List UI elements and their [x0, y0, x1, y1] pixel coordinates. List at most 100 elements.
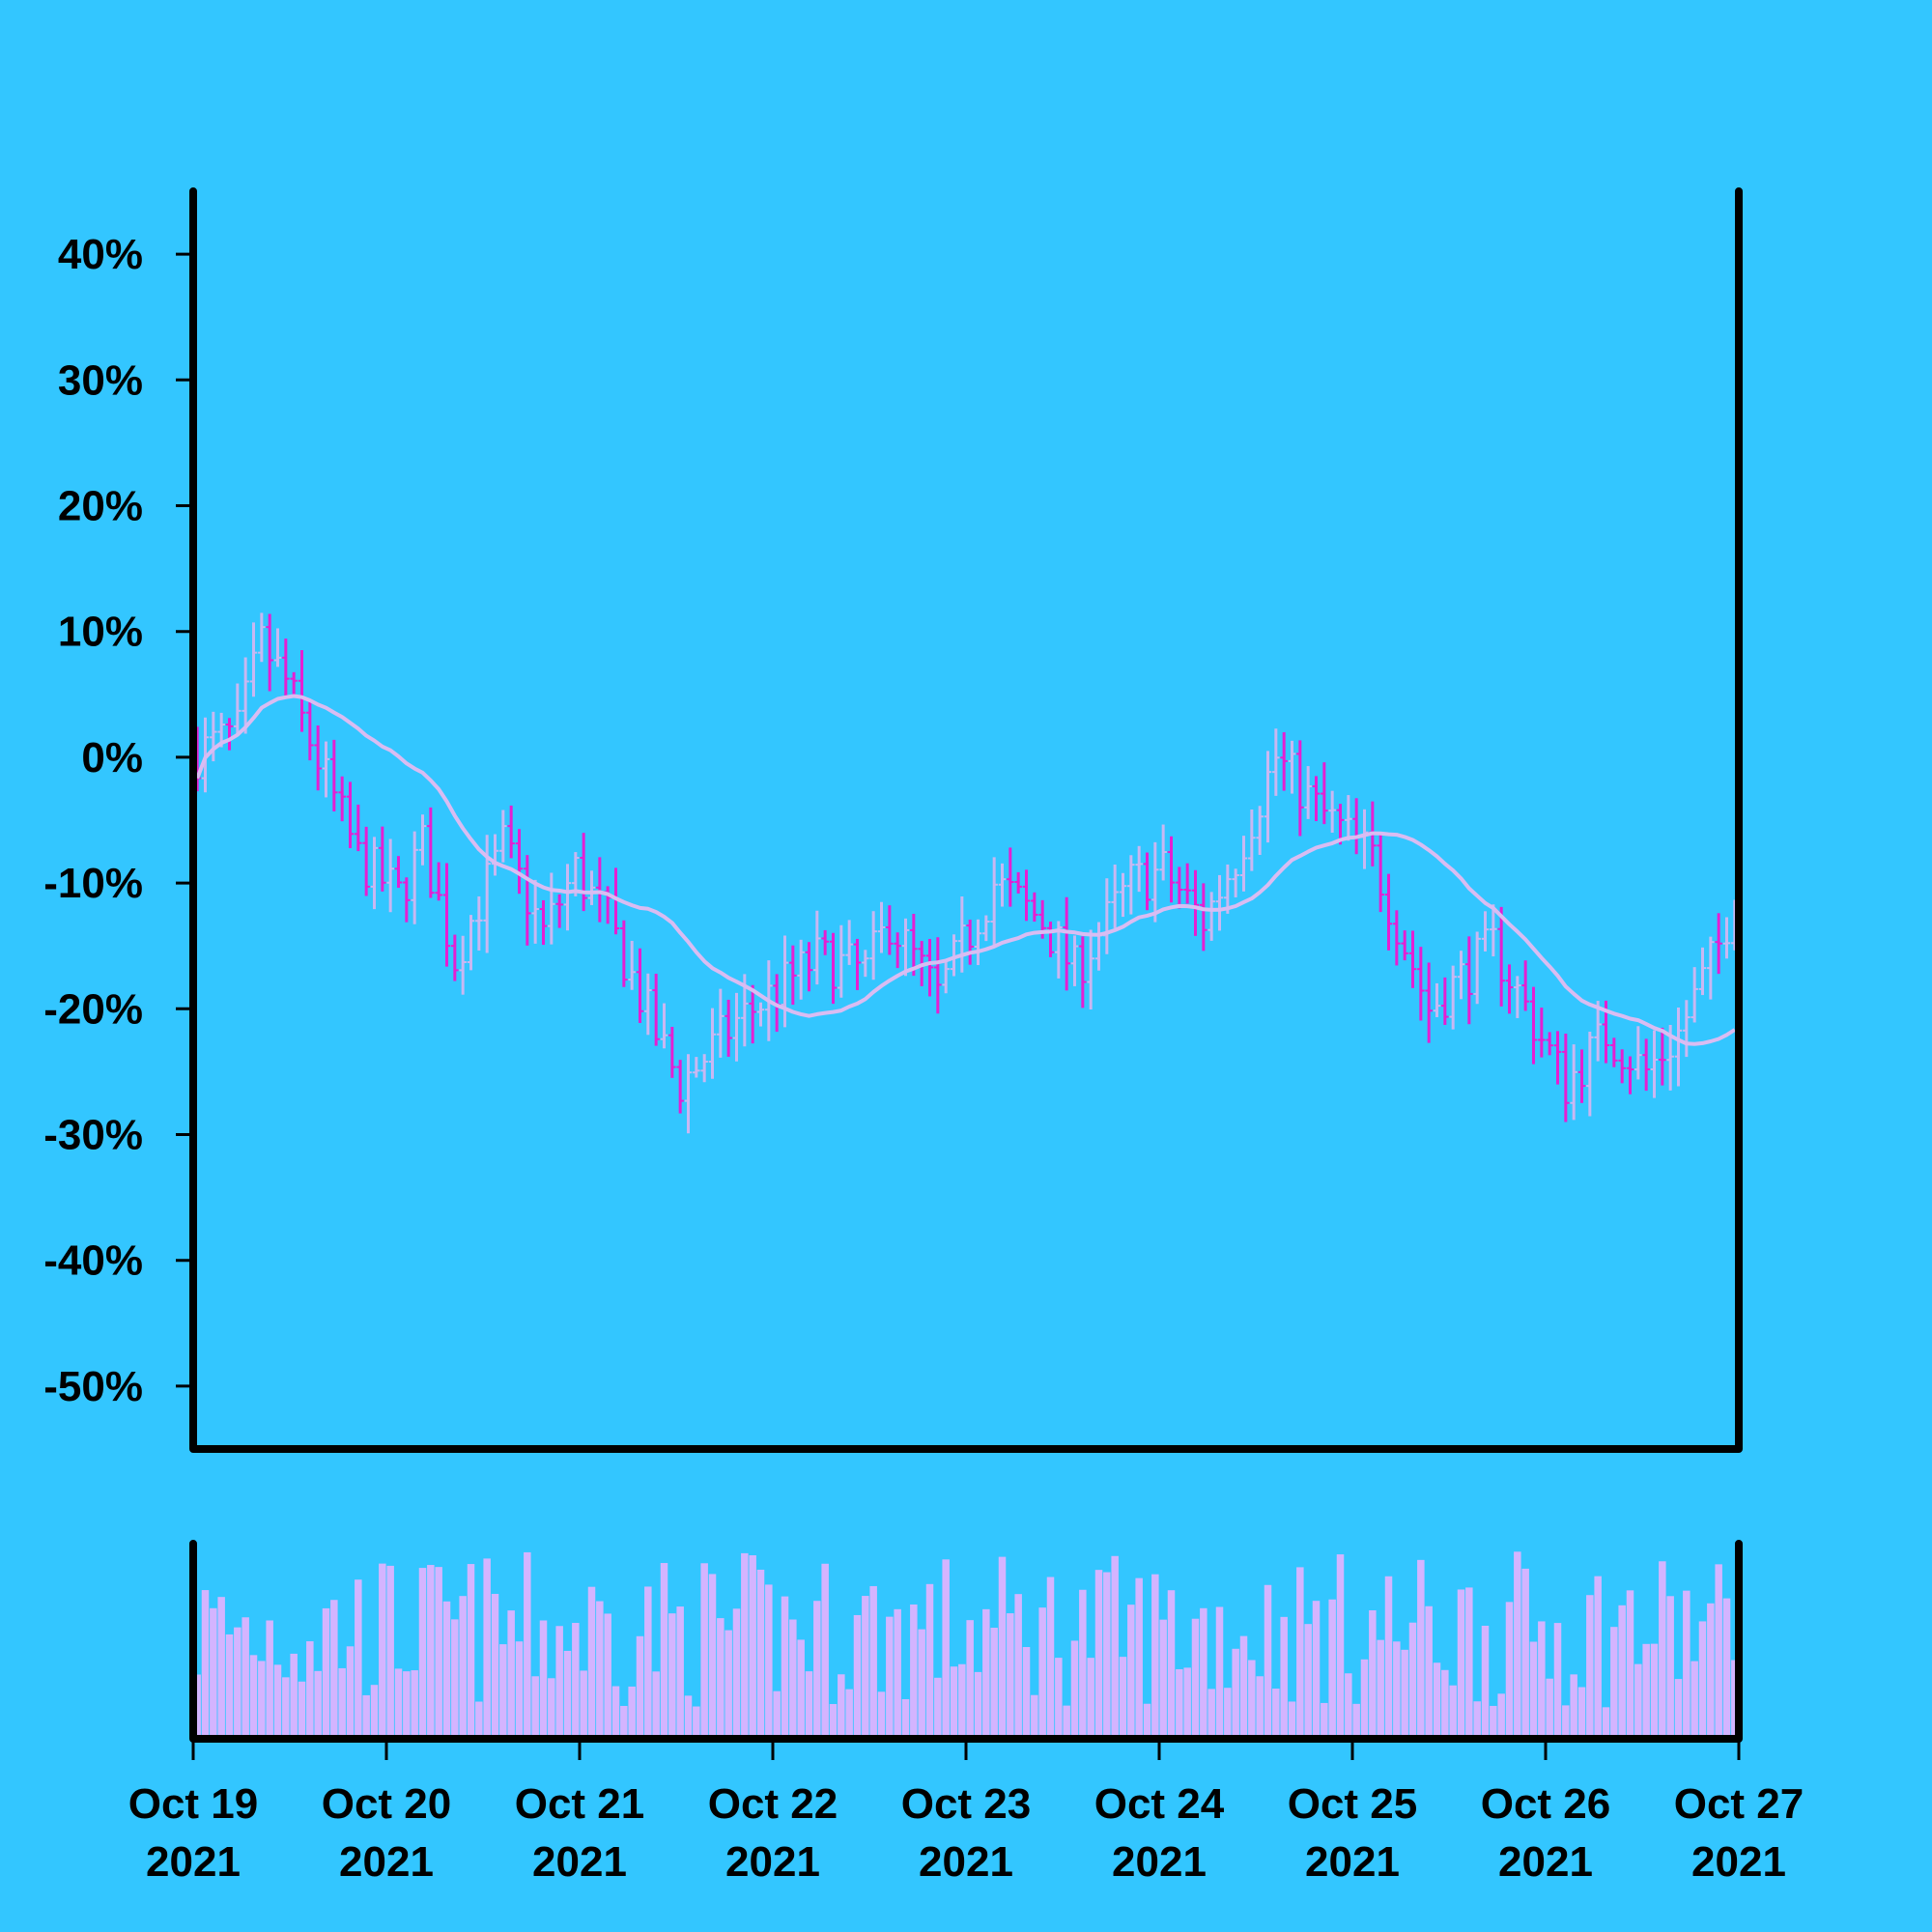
y-tick-label: -10%	[43, 860, 143, 907]
volume-bar	[459, 1596, 467, 1735]
volume-bar	[797, 1639, 805, 1735]
x-tick-label-date: Oct 26	[1481, 1780, 1611, 1828]
volume-bar	[934, 1677, 942, 1735]
volume-bar	[1659, 1561, 1666, 1735]
volume-bar	[1239, 1635, 1248, 1735]
volume-bar	[853, 1614, 862, 1735]
volume-bar	[813, 1601, 821, 1735]
x-axis: Oct 19 2021 Oct 20 2021 Oct 21 2021 Oct 22 2021…	[128, 1739, 1804, 1886]
volume-bar	[958, 1663, 966, 1735]
y-tick-label: 0%	[81, 734, 143, 781]
y-tick-label: -30%	[43, 1112, 143, 1159]
volume-bar	[1151, 1574, 1159, 1735]
volume-bar	[1215, 1606, 1224, 1735]
volume-bar	[266, 1620, 273, 1735]
volume-bar	[749, 1555, 756, 1735]
x-tick-label-date: Oct 27	[1674, 1780, 1804, 1828]
volume-bar	[1562, 1705, 1570, 1735]
volume-bar	[1208, 1689, 1215, 1735]
volume-bar	[524, 1551, 531, 1735]
volume-bar	[604, 1613, 611, 1735]
volume-bar	[805, 1671, 813, 1735]
volume-bar	[1200, 1607, 1208, 1735]
volume-bar	[1417, 1559, 1425, 1735]
volume-bar	[1345, 1673, 1352, 1735]
volume-bar	[636, 1635, 644, 1735]
x-tick-label-year: 2021	[1498, 1838, 1593, 1886]
volume-bar	[620, 1705, 628, 1735]
volume-bar	[273, 1664, 282, 1735]
volume-bar	[531, 1676, 539, 1735]
volume-bar	[789, 1619, 797, 1735]
volume-bar	[982, 1608, 990, 1735]
volume-bar	[548, 1678, 555, 1735]
volume-bar	[877, 1691, 886, 1735]
volume-bar	[1176, 1668, 1183, 1735]
volume-bar	[1650, 1643, 1659, 1735]
volume-bar	[765, 1584, 773, 1735]
volume-bar	[1143, 1703, 1151, 1735]
volume-bar	[1698, 1621, 1707, 1735]
volume-bar	[1690, 1661, 1698, 1735]
volume-bar	[1312, 1601, 1321, 1735]
volume-bar	[217, 1597, 225, 1735]
volume-bar	[1473, 1701, 1481, 1735]
volume-bar	[910, 1604, 918, 1735]
volume-bar	[1425, 1605, 1433, 1735]
volume-bar	[1514, 1551, 1521, 1735]
volume-bar	[700, 1563, 708, 1735]
volume-bar	[403, 1671, 411, 1735]
volume-bar	[998, 1556, 1007, 1735]
volume-bar	[1594, 1576, 1602, 1735]
volume-bar	[1167, 1590, 1176, 1735]
volume-bar	[1288, 1701, 1296, 1735]
volume-bar	[676, 1606, 684, 1735]
volume-bar	[1538, 1621, 1546, 1735]
volume-bar	[1159, 1619, 1167, 1735]
volume-bar	[1087, 1658, 1094, 1735]
volume-bar	[587, 1586, 596, 1735]
volume-bar	[435, 1567, 442, 1735]
volume-bar	[869, 1585, 877, 1735]
volume-bar	[1481, 1625, 1490, 1735]
volume-bar	[355, 1579, 362, 1735]
volume-bar	[660, 1563, 668, 1735]
volume-bar	[1521, 1568, 1529, 1735]
volume-bar	[1457, 1589, 1465, 1735]
x-tick-label-date: Oct 22	[708, 1780, 838, 1828]
volume-bar	[322, 1607, 330, 1735]
volume-bar	[1715, 1564, 1722, 1735]
volume-bar	[596, 1601, 604, 1735]
volume-bar	[1433, 1662, 1441, 1735]
volume-bar	[242, 1617, 249, 1735]
volume-bar	[1007, 1613, 1014, 1735]
volume-bar	[362, 1694, 370, 1735]
volume-bar	[1272, 1689, 1280, 1735]
volume-bar	[193, 1674, 201, 1735]
volume-bar	[668, 1613, 676, 1735]
volume-bar	[1408, 1622, 1417, 1735]
volume-bar	[942, 1559, 950, 1735]
volume-bar	[1127, 1605, 1135, 1735]
volume-bar	[1248, 1660, 1256, 1735]
price-bars	[193, 612, 1739, 1134]
volume-bar	[1070, 1640, 1079, 1735]
volume-bar	[1022, 1647, 1031, 1735]
volume-bar	[1642, 1643, 1650, 1735]
volume-bar	[394, 1668, 403, 1735]
volume-bar	[1046, 1577, 1055, 1735]
volume-bars	[193, 1551, 1739, 1735]
volume-bar	[894, 1608, 901, 1735]
volume-bar	[732, 1608, 741, 1735]
y-tick-label: 40%	[58, 231, 143, 278]
volume-bar	[1449, 1685, 1457, 1735]
x-tick-label-year: 2021	[725, 1838, 820, 1886]
y-tick-label: 10%	[58, 609, 143, 656]
x-tick-label-year: 2021	[146, 1838, 241, 1886]
volume-bar	[724, 1630, 732, 1735]
volume-bar	[1264, 1584, 1272, 1735]
volume-bar	[684, 1695, 693, 1735]
volume-bar	[821, 1563, 829, 1735]
volume-bar	[1610, 1627, 1618, 1735]
volume-bar	[379, 1563, 386, 1735]
